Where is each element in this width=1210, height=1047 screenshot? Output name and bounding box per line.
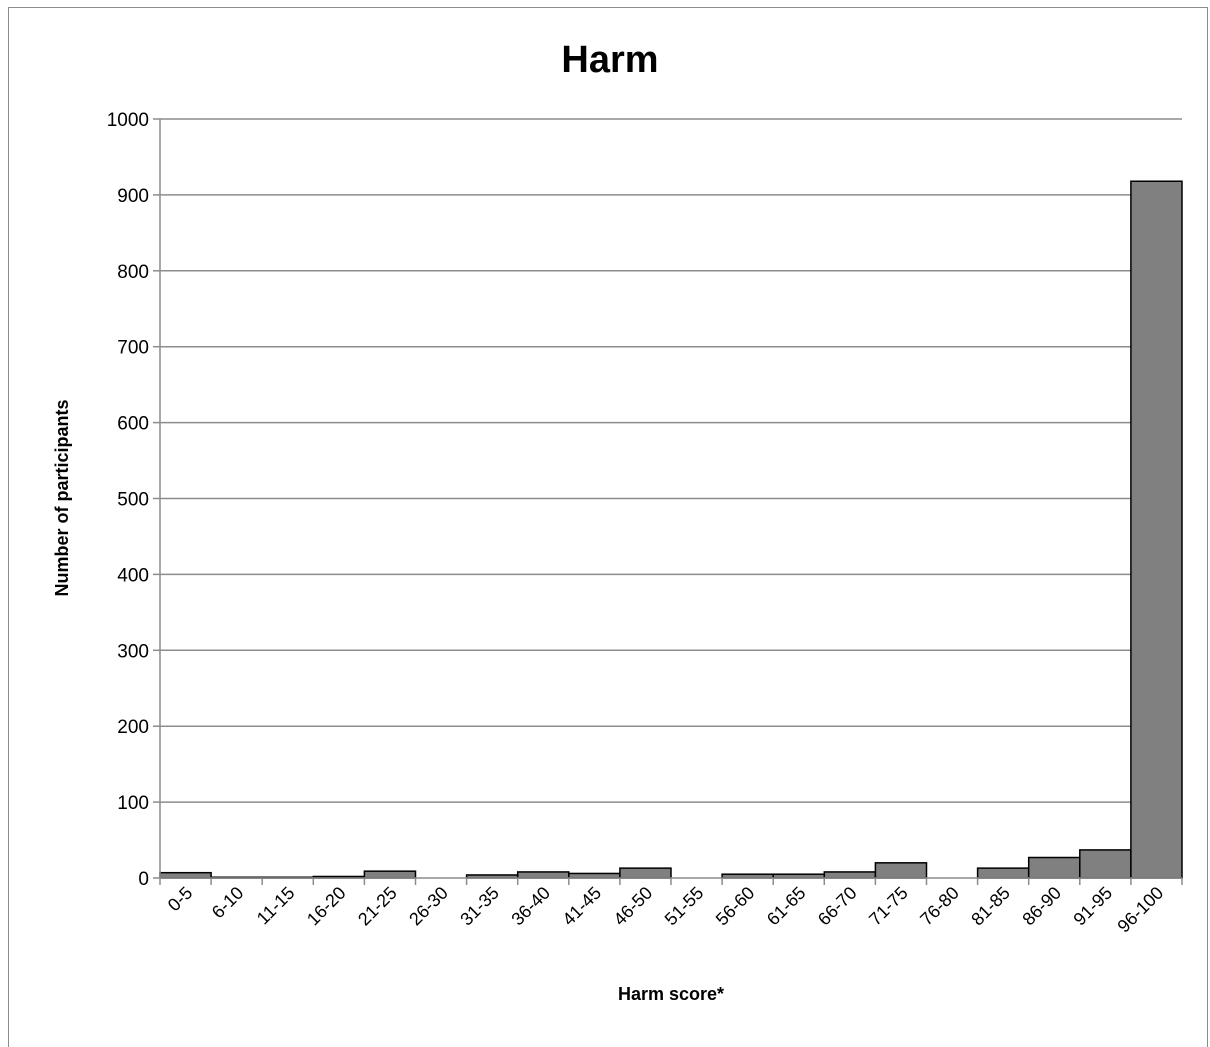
y-tick-label: 400 [117, 565, 149, 586]
y-tick-label: 700 [117, 338, 149, 359]
x-tick-label: 0-5 [164, 883, 197, 916]
bar-96-100 [1130, 180, 1183, 879]
x-tick-label: 16-20 [303, 883, 350, 930]
y-tick-labels: 0 100 200 300 400 500 600 700 800 900 1000 [107, 110, 149, 890]
x-tick-label: 66-70 [814, 883, 861, 930]
y-tick-label: 200 [117, 717, 149, 738]
y-tick-label: 100 [117, 793, 149, 814]
x-tick-label: 86-90 [1018, 883, 1065, 930]
y-tick-label: 1000 [107, 110, 149, 131]
bar-81-85 [976, 867, 1030, 879]
x-tick-label: 56-60 [712, 883, 759, 930]
y-tick-label: 300 [117, 641, 149, 662]
chart-title: Harm [561, 39, 658, 81]
x-tick-label: 51-55 [661, 883, 708, 930]
x-tick-label: 76-80 [916, 883, 963, 930]
bars [159, 180, 1183, 879]
y-tick-label: 900 [117, 186, 149, 207]
bar-91-95 [1079, 849, 1132, 879]
x-tick-label: 91-95 [1069, 883, 1116, 930]
x-tick-labels: 0-5 6-10 11-15 16-20 21-25 26-30 31-35 36-40 41-… [164, 883, 1167, 937]
bar-46-50 [619, 867, 672, 879]
x-tick-label: 61-65 [763, 883, 810, 930]
x-tick-label: 6-10 [208, 883, 248, 923]
x-tick-label: 31-35 [456, 883, 503, 930]
x-tick-label: 21-25 [354, 883, 401, 930]
bar-71-75 [874, 862, 928, 879]
y-tick-label: 0 [138, 869, 149, 890]
x-tick-label: 36-40 [507, 883, 554, 930]
y-tick-label: 800 [117, 262, 149, 283]
bar-66-70 [823, 871, 877, 879]
x-tick-label: 46-50 [610, 883, 657, 930]
axes [153, 118, 1183, 885]
bar-86-90 [1027, 856, 1081, 879]
x-tick-label: 11-15 [253, 883, 299, 929]
chart-frame [8, 7, 1208, 1047]
bar-0-5 [159, 871, 212, 879]
y-tick-label: 500 [117, 490, 149, 511]
x-axis-title: Harm score* [618, 984, 724, 1004]
bar-36-40 [516, 871, 570, 879]
y-tick-label: 600 [117, 414, 149, 435]
y-axis-title: Number of participants [52, 399, 72, 596]
x-tick-label: 71-75 [865, 883, 912, 930]
x-tick-label: 26-30 [405, 883, 452, 930]
x-tick-label: 81-85 [967, 883, 1014, 930]
x-tick-label: 41-45 [558, 883, 605, 930]
x-tick-label: 96-100 [1113, 883, 1167, 937]
bar-21-25 [363, 870, 417, 879]
grid-lines [160, 118, 1182, 803]
